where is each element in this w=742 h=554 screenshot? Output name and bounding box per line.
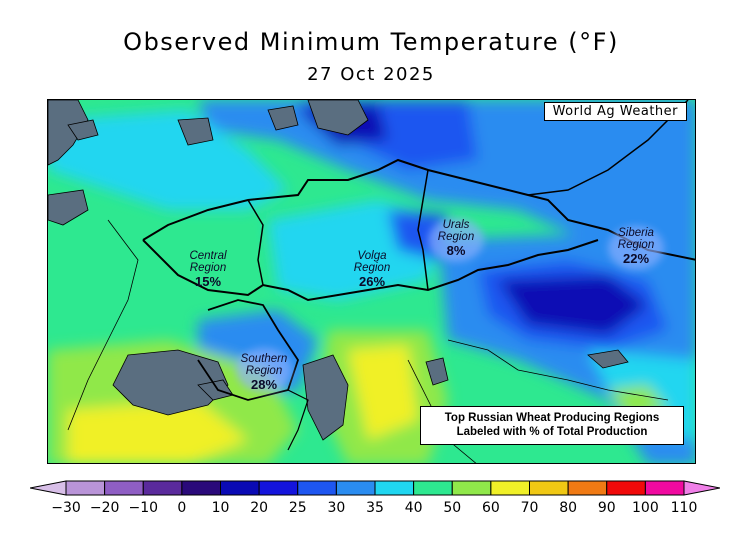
boundaries xyxy=(67,100,695,463)
legend-tick-label: 40 xyxy=(404,500,423,516)
legend-tick-label: 80 xyxy=(559,500,578,516)
gulf-of-riga xyxy=(48,189,89,226)
legend-tick-label: 110 xyxy=(670,500,698,516)
region-name-line: Region xyxy=(245,365,283,377)
legend-swatch xyxy=(142,480,183,496)
legend-tick-label: 20 xyxy=(250,500,269,516)
legend-swatch xyxy=(65,480,106,496)
legend-tick-label: −20 xyxy=(89,500,120,516)
region-percent: 15% xyxy=(194,274,222,289)
region-name-line: Region xyxy=(353,262,391,274)
region-name-line: Region xyxy=(617,239,655,251)
temperature-map: World Ag Weather Central Region 15% Volg… xyxy=(47,99,696,464)
map-canvas xyxy=(48,100,695,463)
legend-arrow-low xyxy=(30,480,67,496)
legend-swatch xyxy=(606,480,646,496)
region-name-line: Central xyxy=(189,250,227,262)
region-label-volga: Volga Region 26% xyxy=(342,250,402,288)
region-label-southern: Southern Region 28% xyxy=(232,353,296,391)
map-title: Observed Minimum Temperature (°F) xyxy=(123,28,619,56)
legend-swatch xyxy=(529,480,569,496)
region-percent: 8% xyxy=(446,243,466,258)
legend-arrow-high xyxy=(683,480,720,496)
map-date: 27 Oct 2025 xyxy=(307,64,435,85)
region-name-line: Southern xyxy=(240,353,288,365)
region-name-line: Region xyxy=(189,262,227,274)
legend-tick-label: 70 xyxy=(520,500,539,516)
legend-tick-label: −30 xyxy=(51,500,81,516)
legend-swatch xyxy=(258,480,299,496)
region-name-line: Urals xyxy=(442,219,470,231)
map-note: Top Russian Wheat Producing Regions Labe… xyxy=(420,406,684,445)
legend-swatch xyxy=(490,480,530,496)
region-label-central: Central Region 15% xyxy=(178,250,238,288)
legend-swatch xyxy=(220,480,260,496)
region-percent: 26% xyxy=(358,274,386,289)
region-name-line: Siberia xyxy=(618,227,654,239)
region-label-urals: Urals Region 8% xyxy=(426,219,486,257)
legend-tick-label: 60 xyxy=(481,500,500,516)
legend-swatch xyxy=(451,480,492,496)
legend-tick-label: 50 xyxy=(443,500,462,516)
region-label-siberia: Siberia Region 22% xyxy=(606,227,666,265)
legend-swatch xyxy=(297,480,337,496)
aral-sea xyxy=(425,357,449,386)
onega-lake xyxy=(267,105,299,131)
legend-swatch xyxy=(374,480,415,496)
note-line: Top Russian Wheat Producing Regions xyxy=(444,412,660,424)
legend-swatch xyxy=(181,480,221,496)
region-percent: 22% xyxy=(622,251,650,266)
legend-tick-label: 0 xyxy=(177,500,187,516)
lake-zaysan xyxy=(587,349,629,369)
note-line: Labeled with % of Total Production xyxy=(456,426,648,438)
caspian-sea xyxy=(302,354,349,441)
legend-swatch xyxy=(335,480,376,496)
legend-tick-label: 100 xyxy=(632,500,659,516)
white-sea xyxy=(307,100,369,136)
legend-tick-label: 10 xyxy=(211,500,230,516)
black-sea xyxy=(112,349,229,416)
legend-tick-label: 25 xyxy=(288,500,307,516)
legend-tick-label: 35 xyxy=(366,500,384,516)
legend-tick-label: 30 xyxy=(327,500,346,516)
region-highlights xyxy=(236,218,664,392)
region-name-line: Volga xyxy=(357,250,387,262)
map-credit: World Ag Weather xyxy=(543,102,687,121)
region-name-line: Region xyxy=(437,231,475,243)
region-percent: 28% xyxy=(250,377,278,392)
lake-ladoga xyxy=(177,117,214,146)
legend-swatch xyxy=(413,480,453,496)
gulf-of-finland xyxy=(67,119,99,141)
water-bodies xyxy=(48,100,629,441)
baltic-sea xyxy=(48,100,89,166)
legend-swatch xyxy=(104,480,144,496)
legend-swatch xyxy=(567,480,608,496)
legend-tick-label: 90 xyxy=(597,500,616,516)
legend-colorbar xyxy=(30,480,720,496)
legend-tick-label: −10 xyxy=(128,500,159,516)
color-legend: −30 −20 −10 0 10 20 25 30 35 40 50 60 70 80 90 100 110 xyxy=(30,478,720,528)
legend-swatch xyxy=(644,480,685,496)
